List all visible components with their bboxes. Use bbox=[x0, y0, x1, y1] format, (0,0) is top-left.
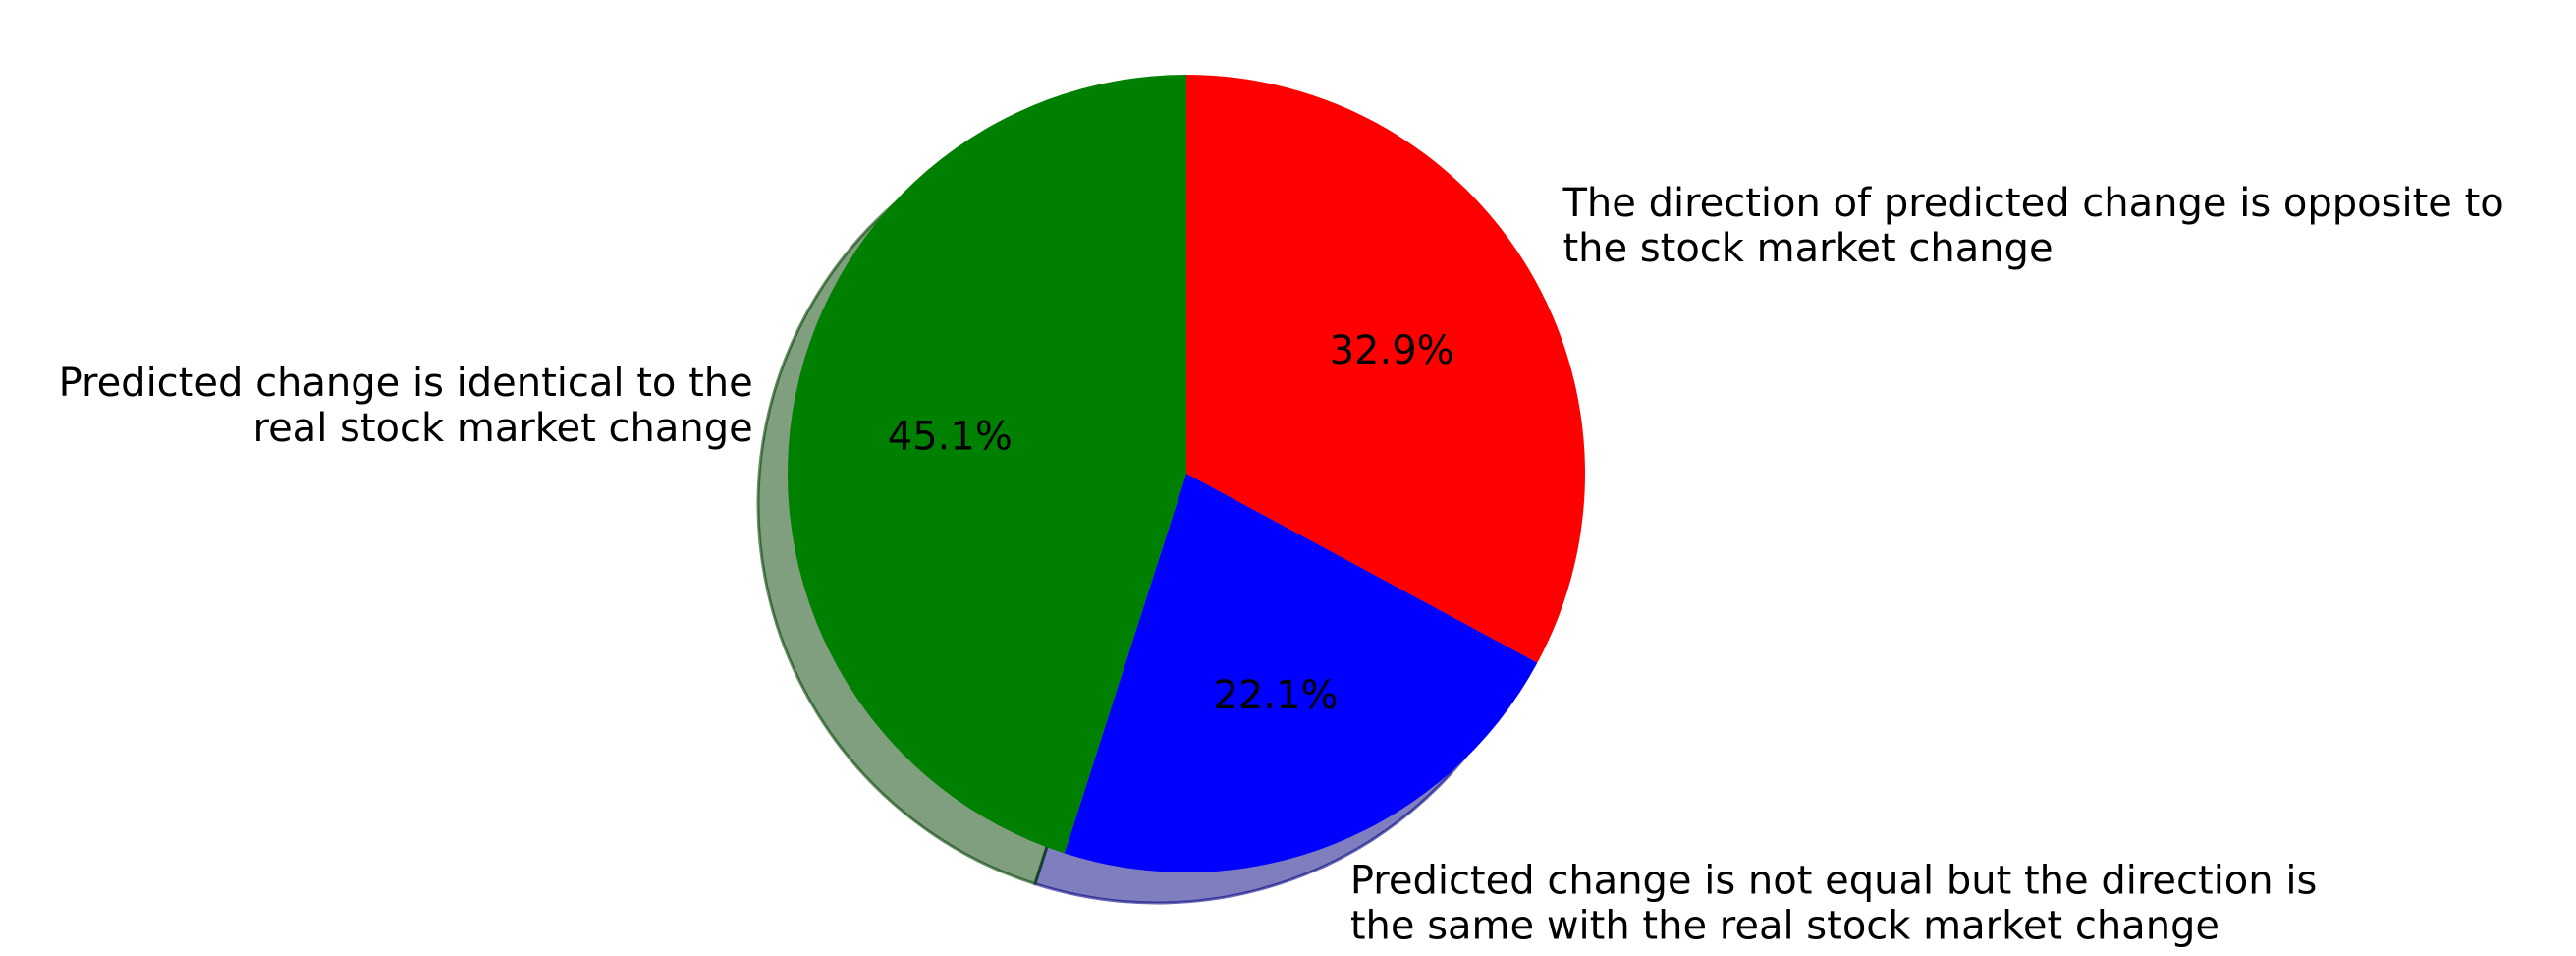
pct-label-identical: 45.1% bbox=[888, 414, 1013, 459]
slice-label-same-direction: Predicted change is not equal but the di… bbox=[1350, 858, 2317, 948]
slice-label-line: The direction of predicted change is opp… bbox=[1562, 181, 2503, 226]
slice-label-line: real stock market change bbox=[253, 406, 753, 451]
pct-label-opposite: 32.9% bbox=[1330, 328, 1454, 373]
pie-slice-same-direction bbox=[1064, 474, 1538, 872]
pct-label-same-direction: 22.1% bbox=[1213, 673, 1338, 718]
percent-labels: 32.9% 22.1% 45.1% bbox=[888, 328, 1454, 718]
slice-label-opposite: The direction of predicted change is opp… bbox=[1562, 181, 2503, 271]
slice-label-line: Predicted change is not equal but the di… bbox=[1350, 858, 2317, 903]
pie-slice-opposite bbox=[1186, 75, 1586, 663]
slice-labels: The direction of predicted change is opp… bbox=[59, 181, 2504, 948]
pie-slices bbox=[788, 75, 1586, 872]
slice-label-line: Predicted change is identical to the bbox=[59, 361, 753, 406]
slice-label-identical: Predicted change is identical to the real… bbox=[59, 361, 753, 451]
slice-label-line: the stock market change bbox=[1562, 226, 2053, 271]
slice-label-line: the same with the real stock market chan… bbox=[1350, 903, 2220, 948]
pie-slice-identical bbox=[788, 75, 1186, 854]
